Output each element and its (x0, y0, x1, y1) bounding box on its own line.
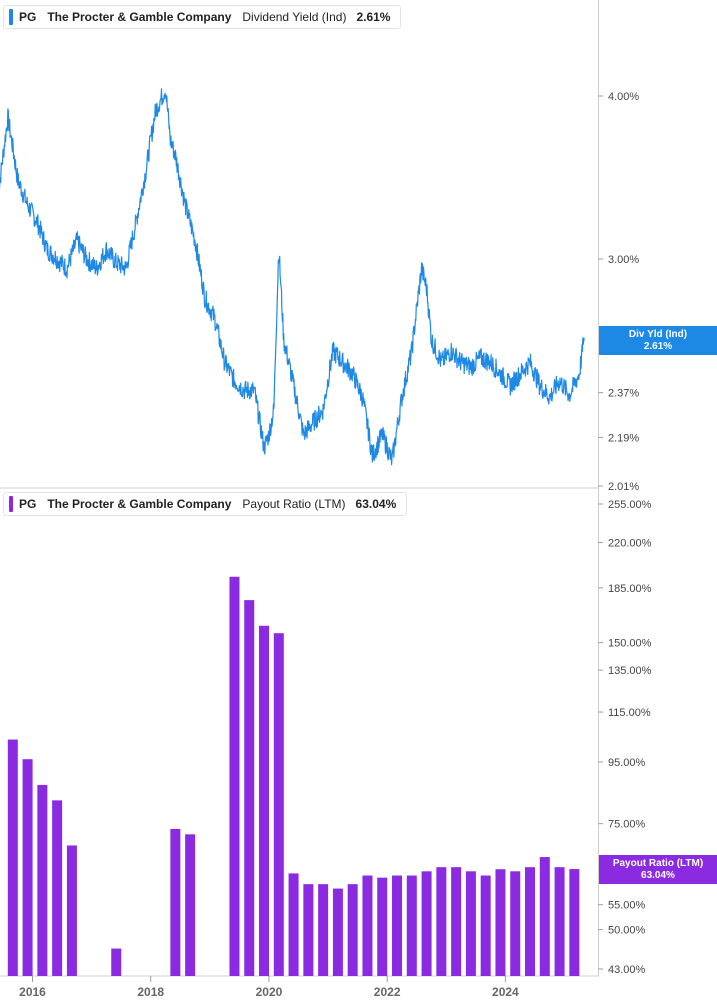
payout-ratio-bar (22, 759, 33, 976)
flag-value: 2.61% (643, 341, 673, 352)
payout-ratio-bar (111, 948, 122, 976)
y-tick-label: 43.00% (608, 964, 646, 976)
last-value-flag-dividend-yield: Div Yld (Ind) 2.61% (599, 326, 717, 355)
last-value-flag-payout-ratio: Payout Ratio (LTM) 63.04% (599, 855, 717, 884)
y-tick-label: 185.00% (608, 583, 652, 595)
payout-ratio-bar (392, 875, 403, 976)
legend-ticker: PG (19, 10, 37, 24)
payout-ratio-bar (525, 867, 536, 976)
legend-value: 2.61% (356, 10, 391, 24)
payout-ratio-bar (52, 800, 63, 976)
legend-value: 63.04% (355, 497, 397, 511)
legend-ticker: PG (19, 497, 37, 511)
payout-ratio-bar (465, 871, 476, 976)
y-tick-label: 95.00% (608, 757, 646, 769)
payout-ratio-bar (377, 877, 388, 976)
payout-ratio-bar (229, 576, 240, 976)
payout-ratio-bar (451, 867, 462, 976)
payout-ratio-bar (66, 845, 77, 976)
y-tick-label: 3.00% (608, 254, 639, 266)
x-tick-label: 2024 (492, 985, 519, 999)
payout-ratio-bar (37, 784, 48, 976)
y-tick-label: 75.00% (608, 819, 646, 831)
x-tick-label: 2022 (374, 985, 401, 999)
payout-ratio-bar (244, 600, 255, 976)
payout-ratio-bar (495, 869, 506, 976)
payout-ratio-bar (273, 633, 284, 976)
y-tick-label: 2.37% (608, 388, 639, 400)
y-tick-label: 220.00% (608, 538, 652, 550)
payout-ratio-bar (288, 873, 299, 976)
flag-label: Payout Ratio (LTM) (612, 858, 704, 869)
payout-ratio-bar (362, 875, 373, 976)
payout-ratio-bar (303, 884, 314, 976)
legend-swatch (9, 9, 13, 25)
payout-ratio-bar (7, 739, 18, 976)
x-tick-label: 2018 (137, 985, 164, 999)
payout-ratio-bar (569, 869, 580, 976)
y-tick-label: 4.00% (608, 91, 639, 103)
flag-label: Div Yld (Ind) (628, 329, 688, 340)
payout-ratio-bar (539, 857, 550, 976)
x-tick-label: 2020 (256, 985, 283, 999)
flag-value: 63.04% (641, 870, 675, 881)
payout-ratio-bar (318, 884, 329, 976)
y-tick-label: 115.00% (608, 707, 651, 719)
y-tick-label: 135.00% (608, 665, 652, 677)
y-tick-label: 255.00% (608, 499, 652, 511)
payout-ratio-bar (436, 867, 447, 976)
payout-ratio-bar (259, 625, 270, 976)
payout-ratio-bar (421, 871, 432, 976)
y-tick-label: 50.00% (608, 925, 646, 937)
payout-ratio-bar (406, 875, 417, 976)
legend-dividend-yield[interactable]: PG The Procter & Gamble Company Dividend… (3, 5, 402, 29)
legend-company: The Procter & Gamble Company (47, 10, 232, 24)
y-tick-label: 2.01% (608, 481, 639, 493)
payout-ratio-bar (347, 884, 358, 976)
legend-payout-ratio[interactable]: PG The Procter & Gamble Company Payout R… (3, 492, 408, 516)
legend-metric: Dividend Yield (Ind) (242, 10, 347, 24)
payout-ratio-bar (510, 871, 521, 976)
payout-ratio-bar (332, 888, 343, 976)
legend-company: The Procter & Gamble Company (47, 497, 232, 511)
payout-ratio-bar (480, 875, 491, 976)
payout-ratio-bar (554, 867, 565, 976)
payout-ratio-bar (185, 834, 196, 976)
payout-ratio-bar (170, 828, 181, 976)
y-tick-label: 2.19% (608, 432, 639, 444)
x-tick-label: 2016 (19, 985, 46, 999)
legend-metric: Payout Ratio (LTM) (242, 497, 346, 511)
legend-swatch (9, 496, 13, 512)
y-tick-label: 150.00% (608, 638, 652, 650)
dividend-yield-line (0, 88, 585, 466)
y-tick-label: 55.00% (608, 900, 646, 912)
